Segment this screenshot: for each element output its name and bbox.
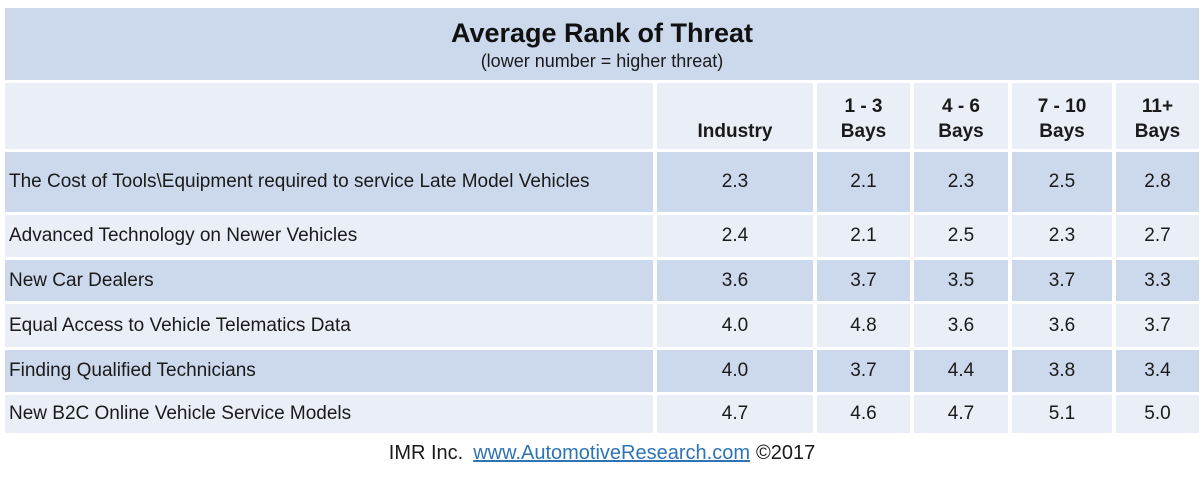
table-row: Equal Access to Vehicle Telematics Data … [5, 304, 1199, 347]
cell-value: 3.8 [1012, 350, 1112, 392]
cell-value: 4.6 [817, 395, 910, 433]
col-header-line: Bays [938, 121, 984, 142]
table-row: The Cost of Tools\Equipment required to … [5, 152, 1199, 212]
cell-value: 2.4 [657, 215, 813, 257]
cell-value: 3.6 [657, 260, 813, 301]
col-header-line: 4 - 6 [941, 96, 981, 117]
table-row: New Car Dealers 3.6 3.7 3.5 3.7 3.3 [5, 260, 1199, 301]
col-header-line: Bays [1134, 121, 1181, 142]
cell-value: 4.7 [914, 395, 1008, 433]
col-header-line: 1 - 3 [844, 96, 883, 117]
col-header-4-6-bays: 4 - 6 Bays [914, 83, 1008, 149]
cell-value: 4.8 [817, 304, 910, 347]
page-subtitle: (lower number = higher threat) [480, 51, 724, 71]
title-band: Average Rank of Threat (lower number = h… [5, 8, 1199, 80]
col-header-line: Bays [1039, 121, 1085, 142]
col-header-line: Industry [697, 121, 773, 142]
col-header-line: 11+ [1141, 96, 1174, 117]
row-label: Advanced Technology on Newer Vehicles [5, 215, 653, 257]
cell-value: 4.7 [657, 395, 813, 433]
col-header-11plus-bays: 11+ Bays [1116, 83, 1199, 149]
row-label: Equal Access to Vehicle Telematics Data [5, 304, 653, 347]
col-header-1-3-bays: 1 - 3 Bays [817, 83, 910, 149]
page-title: Average Rank of Threat [450, 18, 754, 48]
cell-value: 2.5 [1012, 152, 1112, 212]
footer: IMR Inc. www.AutomotiveResearch.com ©2017 [0, 442, 1204, 465]
cell-value: 3.5 [914, 260, 1008, 301]
cell-value: 2.3 [657, 152, 813, 212]
cell-value: 2.3 [1012, 215, 1112, 257]
row-label: New Car Dealers [5, 260, 653, 301]
threat-rank-table: Average Rank of Threat (lower number = h… [5, 8, 1199, 436]
cell-value: 3.7 [1012, 260, 1112, 301]
table-row: Advanced Technology on Newer Vehicles 2.… [5, 215, 1199, 257]
cell-value: 3.6 [914, 304, 1008, 347]
cell-value: 2.1 [817, 152, 910, 212]
cell-value: 2.1 [817, 215, 910, 257]
col-header-line: 7 - 10 [1037, 96, 1087, 117]
table-row: New B2C Online Vehicle Service Models 4.… [5, 395, 1199, 433]
col-header-line: Bays [840, 121, 887, 142]
row-label: The Cost of Tools\Equipment required to … [5, 152, 653, 212]
cell-value: 5.0 [1116, 395, 1199, 433]
cell-value: 3.7 [817, 260, 910, 301]
cell-value: 2.3 [914, 152, 1008, 212]
cell-value: 3.7 [1116, 304, 1199, 347]
cell-value: 4.0 [657, 350, 813, 392]
footer-copyright-text: ©2017 [756, 442, 816, 464]
header-empty-cell [5, 83, 653, 149]
cell-value: 2.8 [1116, 152, 1199, 212]
col-header-industry: Industry [657, 83, 813, 149]
col-header-7-10-bays: 7 - 10 Bays [1012, 83, 1112, 149]
cell-value: 3.3 [1116, 260, 1199, 301]
cell-value: 2.5 [914, 215, 1008, 257]
cell-value: 2.7 [1116, 215, 1199, 257]
table-row: Finding Qualified Technicians 4.0 3.7 4.… [5, 350, 1199, 392]
cell-value: 5.1 [1012, 395, 1112, 433]
cell-value: 3.7 [817, 350, 910, 392]
row-label: Finding Qualified Technicians [5, 350, 653, 392]
footer-website-link[interactable]: www.AutomotiveResearch.com [473, 442, 750, 464]
cell-value: 3.6 [1012, 304, 1112, 347]
cell-value: 4.4 [914, 350, 1008, 392]
cell-value: 3.4 [1116, 350, 1199, 392]
row-label: New B2C Online Vehicle Service Models [5, 395, 653, 433]
footer-org-text: IMR Inc. [388, 442, 464, 464]
cell-value: 4.0 [657, 304, 813, 347]
table-header-row: Industry 1 - 3 Bays 4 - 6 Bays 7 - 10 Ba… [5, 83, 1199, 149]
